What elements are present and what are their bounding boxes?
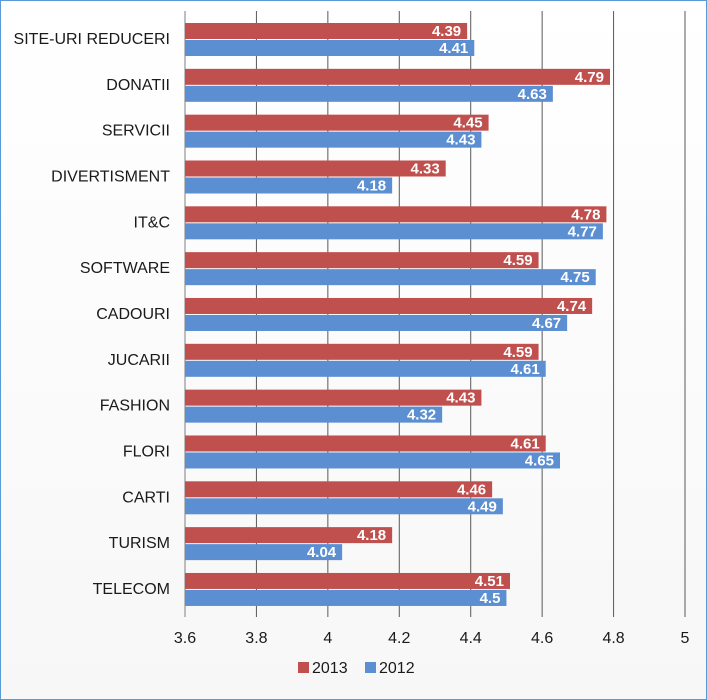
bar-value-label: 4.43 (446, 132, 475, 149)
bar-value-label: 4.59 (503, 344, 532, 361)
category-label: CADOURI (96, 306, 170, 323)
bar-2013 (185, 114, 489, 131)
bar-2013 (185, 389, 482, 406)
bar-2013 (185, 252, 539, 269)
category-label: DONATII (106, 77, 170, 94)
bar-2012 (185, 589, 507, 606)
category-label: DIVERTISMENT (51, 168, 170, 185)
legend-label: 2012 (379, 660, 415, 677)
bar-value-label: 4.77 (568, 223, 597, 240)
bar-2013 (185, 572, 510, 589)
bar-2013 (185, 160, 446, 177)
category-label: SITE-URI REDUCERI (14, 31, 170, 48)
bar-2012 (185, 40, 475, 56)
bar-value-label: 4.59 (503, 252, 532, 269)
bar-2012 (185, 177, 393, 194)
category-label: TURISM (109, 535, 170, 552)
bar-2013 (185, 23, 468, 39)
bar-2013 (185, 297, 593, 314)
bar-value-label: 4.51 (475, 573, 504, 590)
bar-2012 (185, 360, 546, 377)
bar-value-label: 4.79 (575, 69, 604, 86)
category-label: SERVICII (102, 123, 170, 140)
bar-value-label: 4.49 (468, 498, 497, 515)
bar-2013 (185, 481, 493, 498)
bar-2012 (185, 85, 553, 102)
bar-value-label: 4.18 (357, 527, 386, 544)
x-tick-label: 4.8 (602, 630, 624, 647)
legend-label: 2013 (312, 660, 348, 677)
bar-value-label: 4.39 (432, 23, 461, 40)
x-tick-label: 4.2 (388, 630, 410, 647)
bar-value-label: 4.46 (457, 481, 486, 498)
bar-value-label: 4.61 (511, 361, 540, 378)
bar-value-label: 4.04 (307, 544, 337, 561)
bar-value-label: 4.78 (571, 206, 600, 223)
x-tick-label: 5 (681, 630, 690, 647)
bar-2012 (185, 406, 443, 423)
bar-2012 (185, 269, 596, 286)
category-label: JUCARII (108, 352, 170, 369)
bar-value-label: 4.65 (525, 452, 554, 469)
bar-value-label: 4.43 (446, 390, 475, 407)
bar-2013 (185, 527, 393, 544)
category-label: SOFTWARE (80, 260, 170, 277)
bar-2012 (185, 452, 560, 469)
bar-value-label: 4.18 (357, 177, 386, 194)
bar-2013 (185, 68, 610, 85)
bar-2013 (185, 206, 607, 223)
category-label: FASHION (100, 398, 170, 415)
bar-value-label: 4.61 (511, 435, 540, 452)
bar-value-label: 4.75 (561, 269, 590, 286)
x-tick-label: 4 (323, 630, 332, 647)
x-tick-label: 3.6 (174, 630, 196, 647)
category-label: TELECOM (93, 581, 170, 598)
bar-value-label: 4.74 (557, 298, 587, 315)
bar-value-label: 4.5 (480, 590, 501, 607)
x-tick-label: 4.4 (460, 630, 482, 647)
bar-2013 (185, 343, 539, 360)
bar-2012 (185, 223, 603, 240)
bar-2012 (185, 131, 482, 148)
bar-value-label: 4.41 (439, 40, 468, 57)
category-label: IT&C (134, 214, 170, 231)
bar-value-label: 4.45 (453, 115, 482, 132)
bar-2013 (185, 435, 546, 452)
legend-swatch-2012 (365, 662, 376, 673)
category-label: CARTI (122, 489, 170, 506)
bar-2012 (185, 498, 503, 515)
bar-value-label: 4.63 (518, 86, 547, 103)
bar-2012 (185, 314, 568, 331)
bar-value-label: 4.33 (411, 160, 440, 177)
category-label: FLORI (123, 443, 170, 460)
x-tick-label: 4.6 (531, 630, 553, 647)
bar-2012 (185, 544, 343, 561)
bar-value-label: 4.32 (407, 407, 436, 424)
bar-value-label: 4.67 (532, 315, 561, 332)
x-tick-label: 3.8 (245, 630, 267, 647)
legend-swatch-2013 (298, 662, 309, 673)
